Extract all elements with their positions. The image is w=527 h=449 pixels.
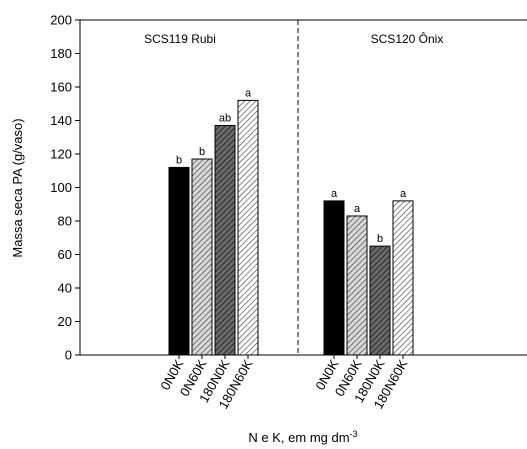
y-tick-label: 40 — [58, 281, 72, 296]
bar-180n60k — [392, 200, 414, 356]
y-tick-label: 200 — [50, 13, 72, 28]
bar-0n0k — [323, 200, 345, 356]
y-tick-label: 80 — [58, 214, 72, 229]
y-tick-label: 160 — [50, 80, 72, 95]
y-tick-label: 120 — [50, 147, 72, 162]
y-ticks: 0 20 40 60 80 100 120 140 160 180 200 — [50, 13, 80, 363]
significance-letter: ab — [219, 113, 231, 125]
x-axis-label-main: N e K, em mg dm — [248, 430, 349, 445]
y-tick-label: 0 — [65, 348, 72, 363]
bar-0n60k — [191, 158, 213, 356]
significance-letter: b — [199, 146, 205, 158]
significance-letter: a — [331, 188, 338, 200]
y-tick-label: 100 — [50, 180, 72, 195]
bar-180n0k — [369, 245, 391, 356]
significance-letter: a — [400, 188, 407, 200]
significance-letter: a — [245, 87, 252, 99]
bars — [168, 99, 414, 356]
bar-180n0k — [214, 125, 236, 356]
significance-letter: a — [354, 203, 361, 215]
bar-0n0k — [168, 166, 190, 356]
y-tick-label: 180 — [50, 46, 72, 61]
y-axis-label: Massa seca PA (g/vaso) — [10, 118, 25, 257]
y-tick-label: 140 — [50, 113, 72, 128]
bar-0n60k — [346, 215, 368, 356]
significance-letter: b — [377, 233, 383, 245]
bar-180n60k — [237, 99, 259, 356]
panel-title-onix: SCS120 Ônix — [371, 31, 444, 46]
x-axis-label: N e K, em mg dm-3 — [248, 429, 357, 445]
x-axis-label-sup: -3 — [350, 429, 358, 439]
panel-title-rubi: SCS119 Rubi — [144, 32, 216, 46]
y-tick-label: 20 — [58, 314, 72, 329]
y-tick-label: 60 — [58, 247, 72, 262]
plot-frame — [79, 19, 527, 356]
significance-letter: b — [176, 154, 182, 166]
